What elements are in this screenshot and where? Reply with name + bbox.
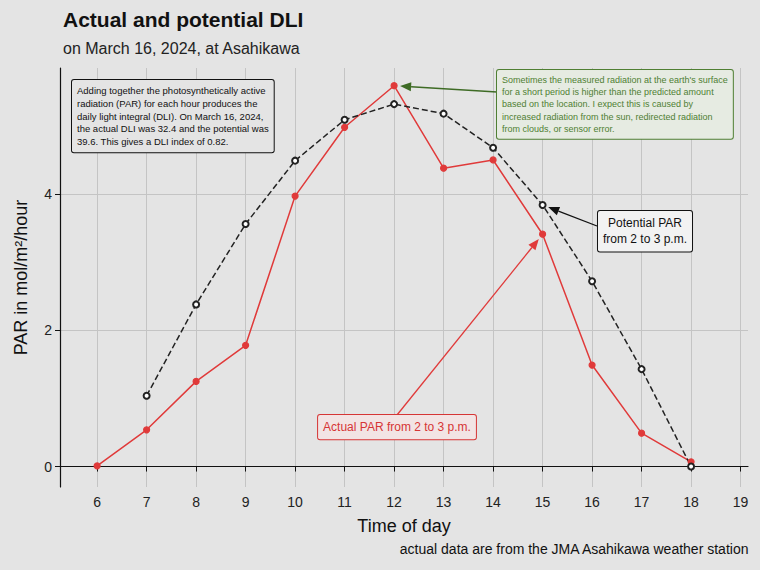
svg-text:4: 4 [44, 186, 52, 202]
svg-text:0: 0 [44, 459, 52, 475]
svg-text:9: 9 [242, 494, 250, 510]
svg-text:Actual PAR from 2 to 3 p.m.: Actual PAR from 2 to 3 p.m. [323, 420, 471, 434]
svg-text:for a short period is higher t: for a short period is higher than the pr… [502, 87, 714, 97]
svg-text:14: 14 [485, 494, 501, 510]
svg-text:19: 19 [733, 494, 749, 510]
svg-text:actual data are from the JMA A: actual data are from the JMA Asahikawa w… [400, 541, 749, 557]
svg-text:13: 13 [436, 494, 452, 510]
svg-text:39.6. This gives a DLI index o: 39.6. This gives a DLI index of 0.82. [77, 136, 228, 147]
svg-text:10: 10 [287, 494, 303, 510]
svg-text:17: 17 [634, 494, 650, 510]
svg-text:6: 6 [93, 494, 101, 510]
svg-text:15: 15 [535, 494, 551, 510]
svg-text:Adding together the photosynth: Adding together the photosynthetically a… [77, 85, 266, 96]
svg-text:2: 2 [44, 322, 52, 338]
svg-text:7: 7 [143, 494, 151, 510]
svg-text:11: 11 [337, 494, 352, 510]
svg-text:from clouds, or sensor error.: from clouds, or sensor error. [502, 124, 615, 134]
svg-text:the actual DLI was 32.4 and th: the actual DLI was 32.4 and the potentia… [77, 123, 269, 134]
svg-text:based on the location. I expec: based on the location. I expect this is … [502, 99, 694, 109]
svg-text:daily light integral (DLI). On: daily light integral (DLI). On March 16,… [77, 111, 263, 122]
svg-text:on March 16, 2024, at Asahikaw: on March 16, 2024, at Asahikawa [63, 40, 300, 57]
svg-text:8: 8 [192, 494, 200, 510]
svg-text:Potential PAR: Potential PAR [608, 216, 682, 230]
svg-text:18: 18 [683, 494, 699, 510]
svg-text:16: 16 [584, 494, 600, 510]
svg-text:12: 12 [386, 494, 402, 510]
svg-text:Sometimes the measured radiati: Sometimes the measured radiation at the … [502, 75, 728, 85]
svg-text:Time of day: Time of day [357, 516, 450, 536]
svg-text:from 2 to 3 p.m.: from 2 to 3 p.m. [603, 232, 687, 246]
svg-text:increased radiation from the s: increased radiation from the sun, redire… [502, 112, 713, 122]
svg-text:Actual and potential DLI: Actual and potential DLI [63, 8, 303, 31]
svg-text:PAR in mol/m²/hour: PAR in mol/m²/hour [11, 200, 31, 356]
svg-text:radiation (PAR) for each hour: radiation (PAR) for each hour produces t… [77, 98, 257, 109]
